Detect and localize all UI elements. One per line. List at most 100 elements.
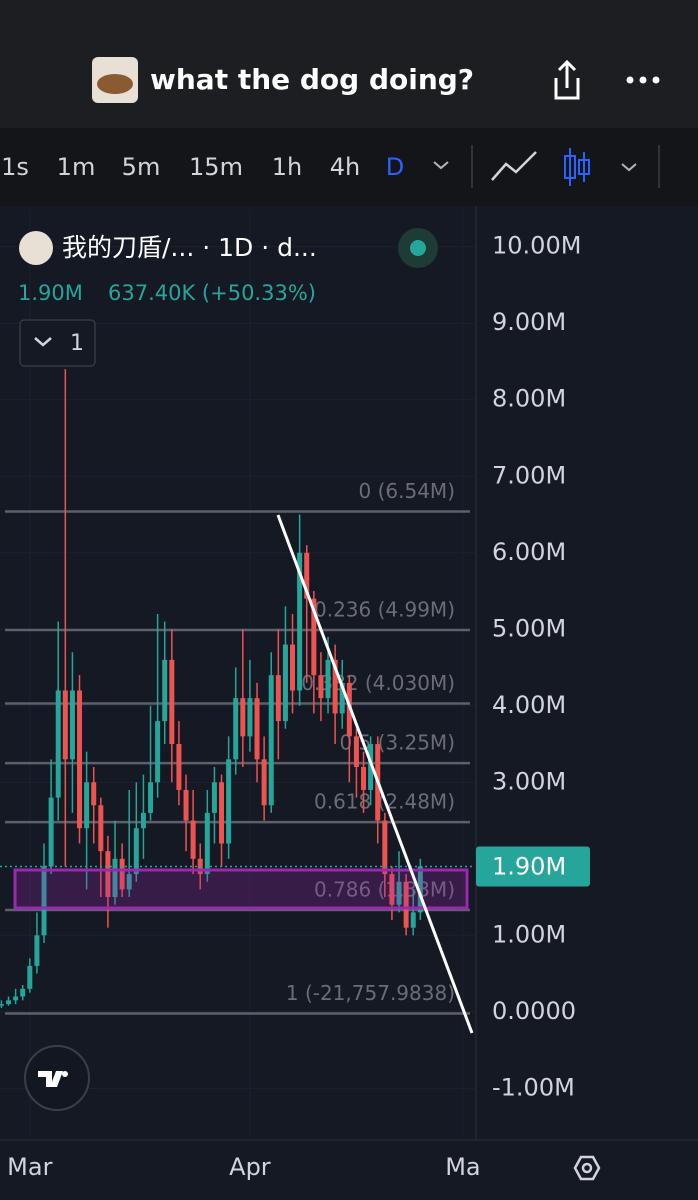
chart-type-dropdown[interactable] [621, 163, 637, 172]
candle-body [62, 690, 68, 760]
settings-button[interactable] [573, 1155, 601, 1181]
interval-button[interactable]: 1h [272, 153, 302, 181]
y-tick-label: 0.0000 [492, 997, 576, 1025]
candle-body [325, 659, 331, 699]
icon-body [578, 159, 590, 175]
candle-body [219, 782, 225, 844]
y-tick-label: -1.00M [492, 1073, 575, 1101]
y-tick-label: 10.00M [492, 232, 581, 260]
candle-body [27, 965, 33, 989]
indicator-count: 1 [70, 331, 84, 356]
share-button[interactable] [554, 59, 580, 100]
y-tick-label: 4.00M [492, 691, 566, 719]
candle-body [91, 782, 97, 806]
last-price-box [476, 846, 590, 887]
status-dot [410, 240, 426, 256]
settings-icon [573, 1155, 601, 1181]
candle-body [290, 644, 296, 691]
candle-body [233, 698, 239, 760]
candle-body [6, 1000, 12, 1005]
candle-body [226, 759, 232, 844]
candle-body [140, 812, 146, 829]
avatar-dog [97, 74, 133, 94]
candle-body [332, 659, 338, 714]
line-chart-button[interactable] [491, 151, 537, 181]
y-tick-label: 5.00M [492, 614, 566, 642]
x-tick-label: Mar [7, 1153, 52, 1181]
y-tick-label: 6.00M [492, 538, 566, 566]
interval-button[interactable]: 5m [122, 153, 161, 181]
candle-body [133, 828, 139, 875]
candle-body [148, 782, 154, 813]
y-tick-label: 3.00M [492, 767, 566, 795]
candle-body [297, 552, 303, 691]
interval-button[interactable]: 4h [330, 153, 360, 181]
indicator-toggle[interactable] [19, 319, 96, 367]
candle-body [48, 797, 54, 867]
candle-body [119, 858, 125, 890]
candle-type-button[interactable] [564, 148, 590, 186]
candle-body [417, 866, 423, 913]
header-title: what the dog doing? [150, 63, 474, 96]
candle-body [353, 736, 359, 767]
share-icon [554, 59, 580, 100]
candle-body [268, 675, 274, 806]
toolbar [0, 128, 698, 206]
candle-body [55, 690, 61, 798]
candle-body [368, 744, 374, 790]
y-tick-label: 7.00M [492, 461, 566, 489]
candle-body [275, 675, 281, 722]
candle-body [396, 881, 402, 905]
candle-body [389, 874, 395, 905]
candle-body [77, 690, 83, 829]
candle-body [282, 644, 288, 722]
candle-body [84, 782, 90, 829]
candle-body [304, 552, 310, 599]
candle-body [410, 912, 416, 928]
interval-button[interactable]: D [386, 153, 404, 181]
candle-body [34, 935, 40, 966]
candle-body [361, 766, 367, 790]
tv-logo [24, 1045, 90, 1111]
settings-icon [581, 1162, 593, 1174]
candle-body [162, 659, 168, 722]
candle-body [41, 866, 47, 936]
candle-body [69, 690, 75, 760]
candle-body [105, 851, 111, 898]
fib-label: 0 (6.54M) [359, 479, 455, 503]
x-tick-label: Ma [445, 1153, 480, 1181]
candle-body [339, 682, 345, 714]
trend-line [276, 514, 474, 1034]
candle-body [126, 874, 132, 890]
icon-body [564, 155, 576, 179]
candle-body [155, 721, 161, 783]
y-tick-label: 8.00M [492, 385, 566, 413]
symbol-title: 我的刀盾/... · 1D · d... [62, 233, 317, 262]
candle-body [176, 744, 182, 790]
more-button[interactable] [626, 76, 660, 84]
dot [639, 76, 647, 84]
interval-button[interactable]: 1m [57, 153, 96, 181]
legend-price: 1.90M [18, 281, 83, 305]
candle-body [98, 805, 104, 852]
interval-button[interactable]: 15m [189, 153, 243, 181]
fib-label: 0.236 (4.99M) [314, 598, 455, 622]
logo-dot [62, 1071, 68, 1077]
last-price-label: 1.90M [492, 852, 566, 880]
dot [652, 76, 660, 84]
dot [626, 76, 634, 84]
candle-body [169, 659, 175, 745]
candle-body [247, 698, 253, 737]
legend-change: 637.40K (+50.33%) [108, 281, 316, 305]
symbol-icon [19, 231, 53, 265]
interval-button[interactable]: 1s [1, 153, 29, 181]
candle-body [190, 820, 196, 859]
candle-body [311, 598, 317, 676]
candle-body [382, 820, 388, 875]
logo-mark [38, 1071, 63, 1087]
chevron [34, 337, 52, 347]
interval-dropdown[interactable] [433, 161, 449, 170]
candle-body [318, 675, 324, 699]
